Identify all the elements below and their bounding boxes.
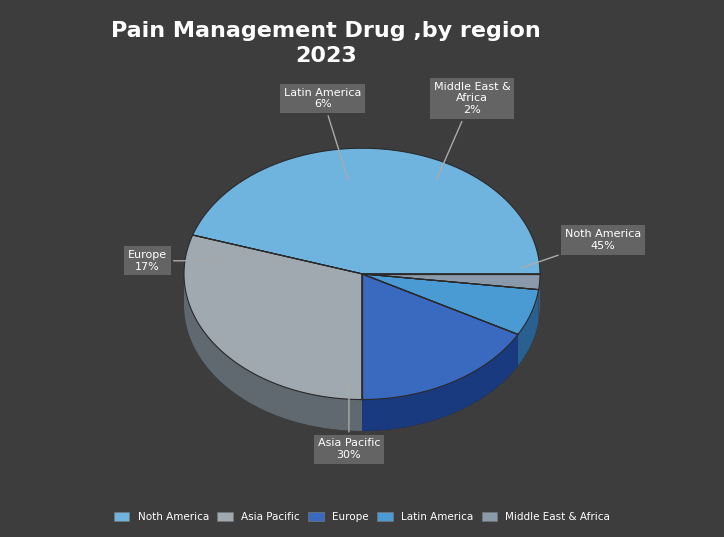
Polygon shape [362, 335, 518, 431]
Text: Noth America
45%: Noth America 45% [522, 229, 641, 268]
Text: Asia Pacific
30%: Asia Pacific 30% [318, 381, 380, 460]
Polygon shape [362, 274, 540, 289]
Polygon shape [184, 275, 362, 431]
Polygon shape [518, 289, 539, 366]
Polygon shape [362, 274, 518, 400]
Text: Pain Management Drug ,by region
2023: Pain Management Drug ,by region 2023 [111, 21, 541, 66]
Polygon shape [539, 274, 540, 321]
Text: Latin America
6%: Latin America 6% [284, 88, 361, 179]
Text: Middle East &
Africa
2%: Middle East & Africa 2% [434, 82, 510, 180]
Polygon shape [184, 235, 362, 400]
Polygon shape [362, 274, 539, 335]
Text: Europe
17%: Europe 17% [127, 250, 215, 272]
Ellipse shape [184, 179, 540, 431]
Polygon shape [193, 148, 540, 274]
Legend: Noth America, Asia Pacific, Europe, Latin America, Middle East & Africa: Noth America, Asia Pacific, Europe, Lati… [109, 508, 615, 526]
